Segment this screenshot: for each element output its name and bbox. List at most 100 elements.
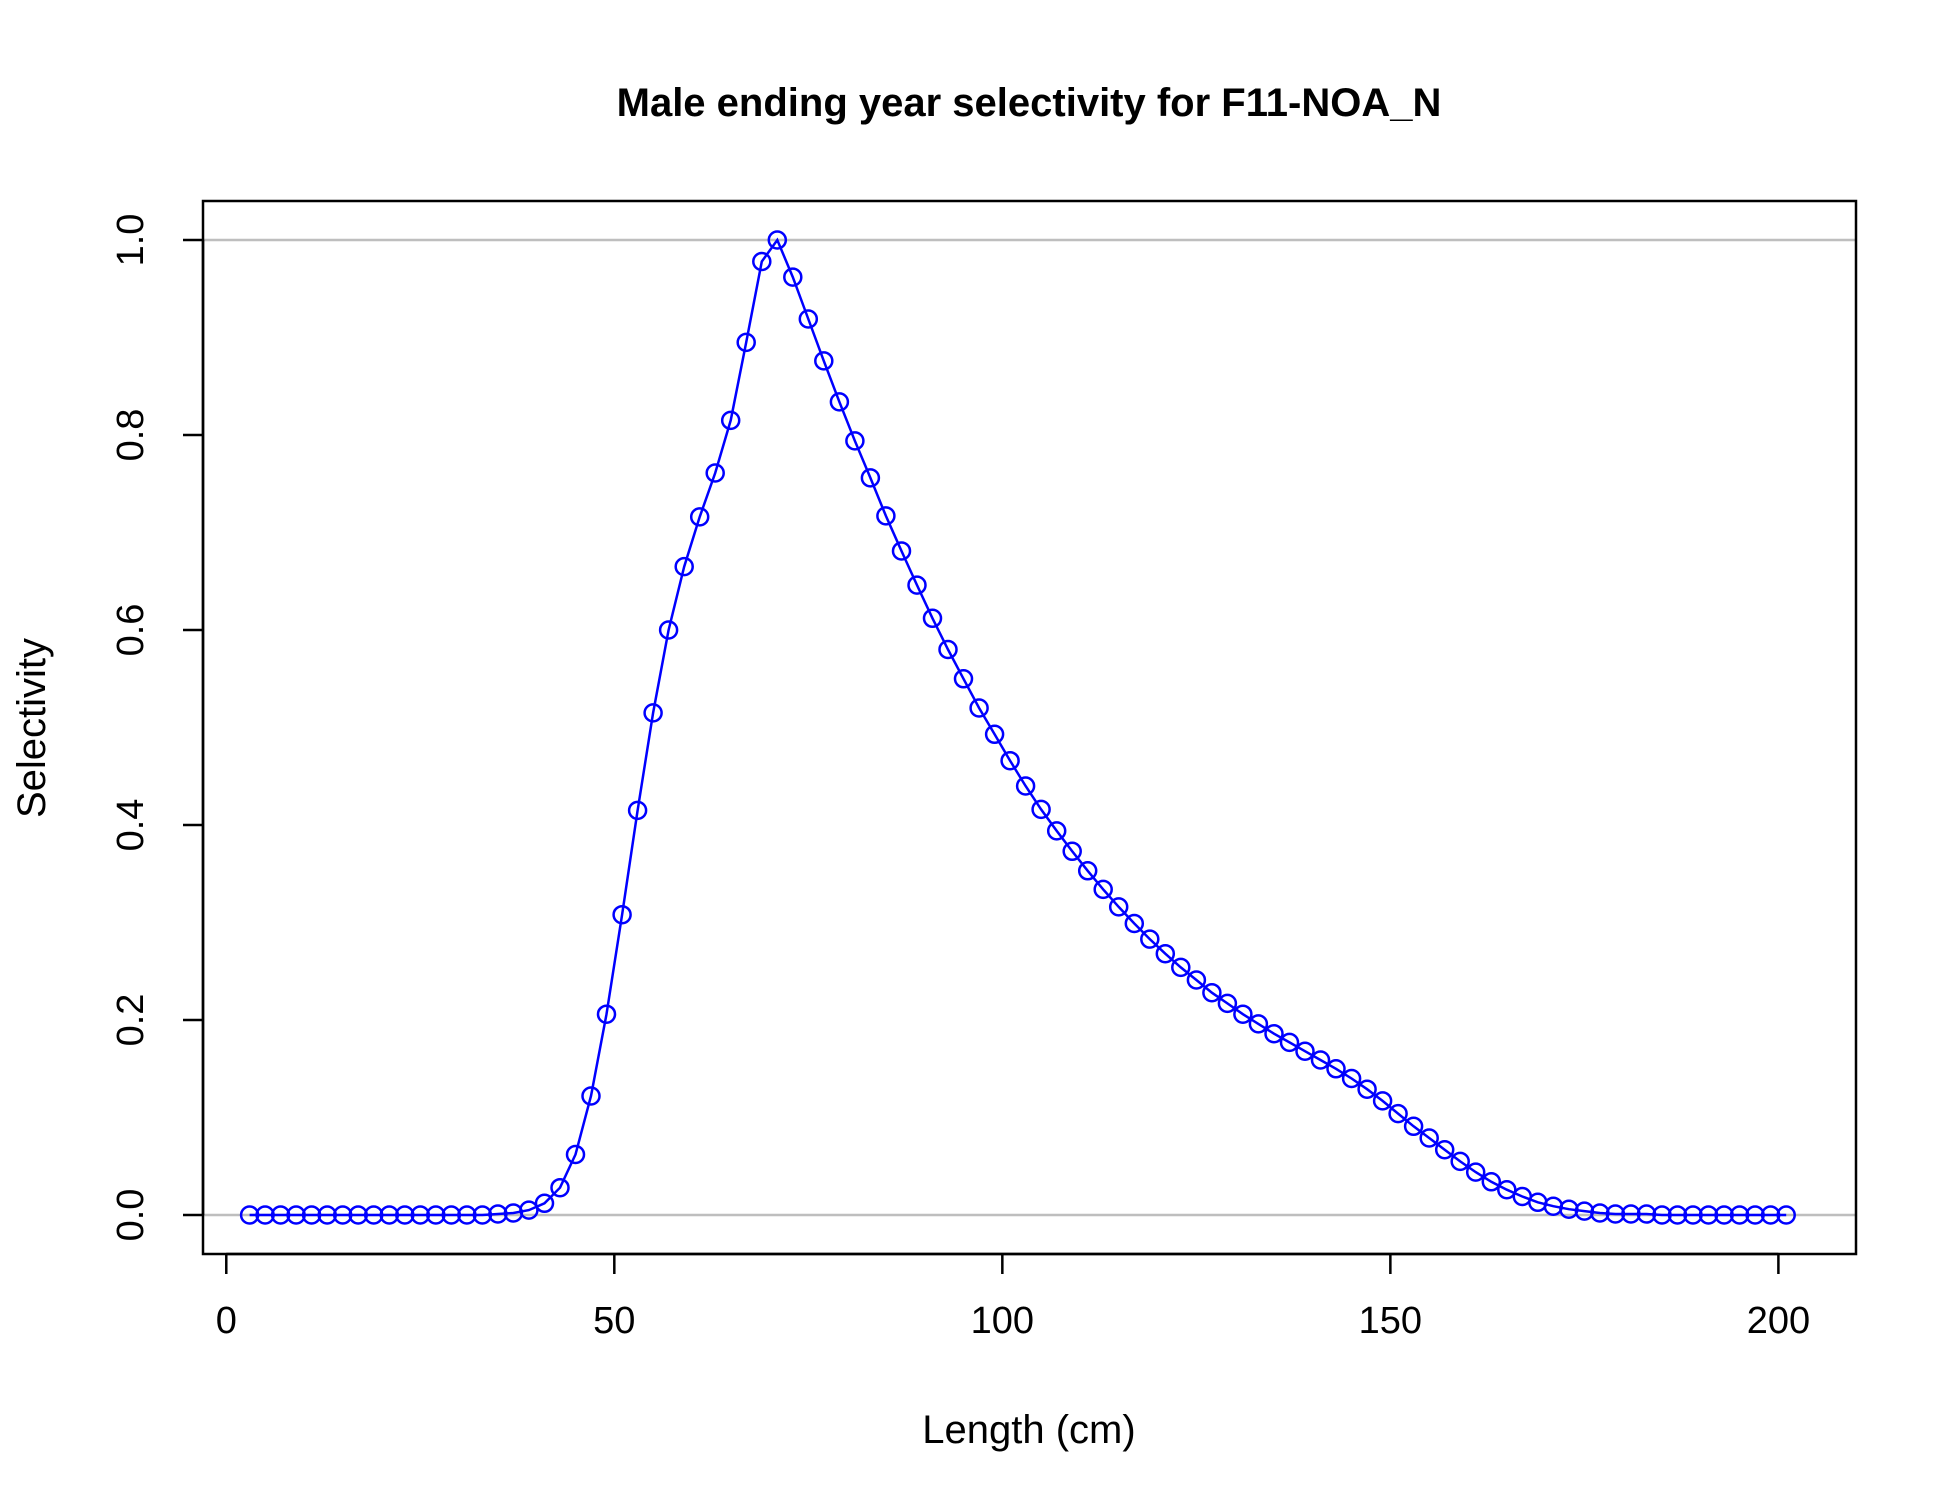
data-point: [379, 1205, 400, 1225]
y-axis: 0.0 0.2 0.4 0.6 0.8 1.0: [110, 214, 205, 1242]
data-point: [426, 1205, 446, 1225]
data-point: [1186, 970, 1207, 990]
data-point: [286, 1205, 306, 1225]
y-tick-label: 0.4: [110, 799, 152, 852]
data-point: [705, 463, 725, 483]
y-tick-label: 0.8: [110, 409, 152, 462]
data-point: [643, 703, 663, 723]
data-point: [1341, 1068, 1362, 1089]
data-point: [1621, 1204, 1641, 1224]
data-point: [519, 1200, 539, 1220]
data-point: [876, 506, 896, 526]
x-tick-label: 0: [216, 1300, 237, 1342]
data-point: [1652, 1205, 1672, 1225]
data-point: [1000, 750, 1020, 771]
data-point: [1310, 1050, 1331, 1070]
data-point: [534, 1193, 555, 1214]
data-point: [255, 1205, 275, 1225]
chart-title: Male ending year selectivity for F11-NOA…: [617, 81, 1442, 125]
data-point: [814, 351, 834, 371]
data-point: [410, 1205, 431, 1225]
y-axis-label: Selectivity: [10, 638, 54, 818]
data-point: [1155, 943, 1176, 964]
data-point: [1372, 1091, 1393, 1111]
data-point: [1171, 957, 1191, 978]
data-point: [1667, 1205, 1688, 1225]
data-point: [270, 1205, 291, 1225]
data-point: [1636, 1204, 1657, 1224]
data-point: [938, 639, 958, 660]
y-tick-label: 0.6: [110, 604, 152, 657]
data-point: [1683, 1205, 1703, 1225]
data-point: [1574, 1201, 1595, 1221]
data-point: [1450, 1151, 1470, 1172]
data-point: [1093, 879, 1113, 900]
data-point: [1108, 897, 1129, 917]
data-point: [1357, 1079, 1377, 1099]
data-point: [1388, 1103, 1408, 1124]
data-point: [395, 1205, 415, 1225]
data-point: [1233, 1004, 1253, 1024]
data-point: [860, 468, 881, 488]
data-point: [1403, 1116, 1424, 1137]
data-point: [627, 800, 648, 821]
data-point: [301, 1205, 322, 1225]
data-point: [674, 556, 694, 577]
data-point: [612, 904, 632, 925]
data-point: [1046, 821, 1067, 841]
data-point: [1745, 1205, 1765, 1225]
data-point: [891, 541, 912, 561]
data-point: [1031, 799, 1051, 820]
y-tick-label: 0.2: [110, 994, 152, 1047]
data-point: [363, 1205, 384, 1225]
data-point: [472, 1205, 493, 1225]
data-point: [1434, 1139, 1455, 1160]
data-point: [332, 1205, 353, 1225]
data-point: [1590, 1203, 1610, 1223]
data-point: [565, 1144, 586, 1165]
data-point: [798, 309, 819, 329]
x-tick-label: 200: [1747, 1300, 1810, 1342]
x-tick-label: 50: [593, 1300, 635, 1342]
data-point: [1217, 993, 1238, 1014]
data-point: [1729, 1205, 1750, 1225]
x-axis-label: Length (cm): [922, 1408, 1135, 1452]
data-point: [752, 251, 772, 272]
data-point: [907, 575, 927, 595]
data-point: [953, 669, 974, 689]
data-point: [783, 267, 803, 287]
data-point: [736, 332, 756, 353]
data-point: [1279, 1032, 1300, 1053]
data-point: [348, 1205, 368, 1225]
data-point: [720, 410, 741, 431]
data-point: [441, 1205, 462, 1225]
plot-area: [203, 230, 1856, 1225]
data-point: [1015, 776, 1036, 796]
data-point: [1202, 982, 1222, 1003]
data-point: [1077, 861, 1098, 881]
data-point: [1465, 1162, 1486, 1182]
data-point: [829, 392, 850, 412]
data-point: [984, 724, 1005, 745]
data-point: [1698, 1205, 1719, 1225]
data-point: [1497, 1179, 1517, 1200]
data-point: [1776, 1205, 1796, 1225]
data-point: [1605, 1204, 1626, 1224]
data-point: [845, 431, 865, 451]
y-tick-label: 0.0: [110, 1189, 152, 1242]
x-tick-label: 100: [971, 1300, 1034, 1342]
x-tick-label: 150: [1359, 1300, 1422, 1342]
data-point: [1760, 1205, 1781, 1225]
data-point: [689, 507, 710, 527]
data-point: [658, 620, 679, 640]
data-point: [1264, 1023, 1284, 1044]
data-point: [1326, 1059, 1346, 1079]
data-point: [1419, 1128, 1439, 1148]
data-point: [922, 608, 943, 629]
data-point: [550, 1177, 570, 1198]
data-point: [457, 1205, 477, 1225]
data-point: [596, 1004, 617, 1024]
data-point: [239, 1205, 260, 1225]
